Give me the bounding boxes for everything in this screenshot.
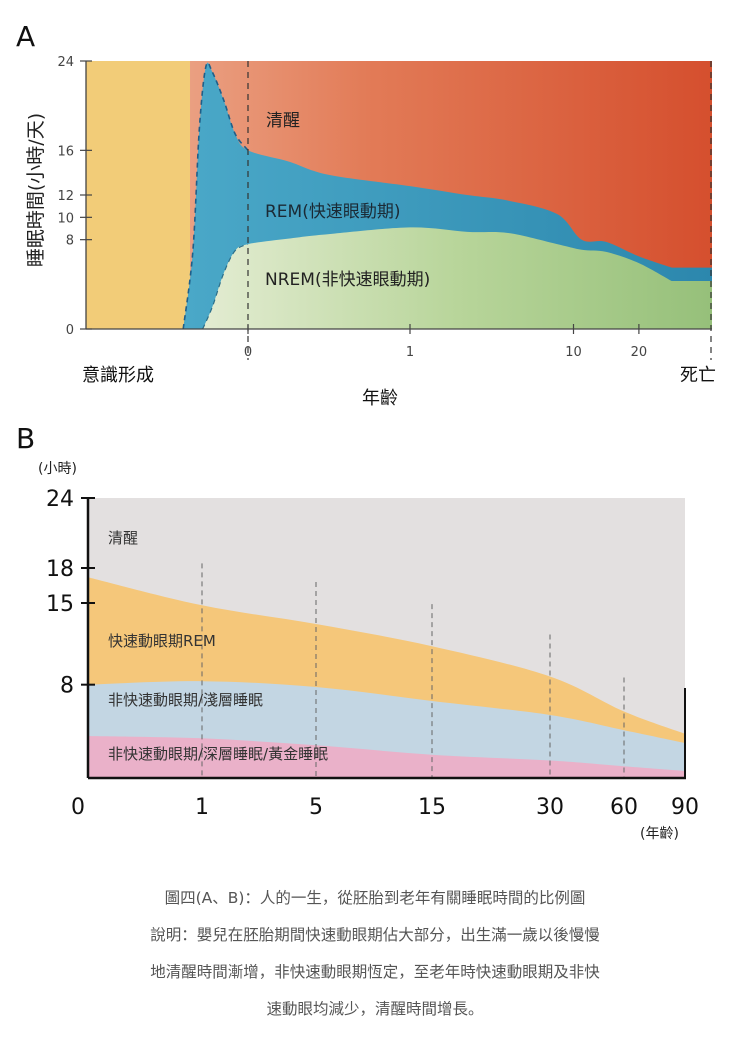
x-tick-label: 20 [631,345,648,360]
x-tick-label: 30 [536,795,564,820]
nrem-boundary [202,243,249,330]
layer-label-wake: 清醒 [266,111,300,131]
x-tick-label: 15 [418,795,446,820]
x-end-label-end: 死亡 [680,365,716,386]
layer-label-rem: 快速動眼期REM [108,632,216,650]
layer-label-nrem: NREM(非快速眼動期) [265,270,430,290]
x-unit-label: (年齡) [640,826,679,842]
caption-line-2: 說明：嬰兒在胚胎期間快速動眼期佔大部分，出生滿一歲以後慢慢 [150,926,600,944]
x-tick-label: 0 [71,795,85,820]
layer-label-rem: REM(快速眼動期) [265,202,401,222]
chart-a: A 0 8 10 12 16 24 0 1 10 20 睡眠時間(小時/天) 清醒 REM(快速… [16,20,716,409]
figure-caption: 圖四(A、B)：人的一生，從胚胎到老年有關睡眠時間的比例圖 說明：嬰兒在胚胎期間… [0,880,750,1028]
y-tick-label: 15 [46,592,74,617]
caption-line-3: 地清醒時間漸增，非快速動眼期恆定，至老年時快速動眼期及非快 [150,963,600,981]
nrem-area [202,227,712,329]
pre-consciousness-region [86,61,190,329]
y-tick-label: 0 [66,323,74,338]
age-reference-lines [201,563,625,778]
panel-label-b: B [16,422,35,455]
x-tick-label: 10 [565,345,582,360]
deep-sleep-area [88,736,685,778]
x-ticks: 0 1 10 20 [244,324,647,360]
x-end-label-start: 意識形成 [82,365,154,386]
panel-label-a: A [16,20,35,53]
y-ticks: 0 8 10 12 16 24 [57,55,92,338]
x-tick-label: 5 [309,795,323,820]
y-tick-label: 12 [57,189,74,204]
y-tick-label: 24 [57,55,74,70]
y-tick-label: 24 [46,487,74,512]
y-unit-label: (小時) [38,461,77,477]
caption-line-4: 速動眼均減少，清醒時間增長。 [266,1000,484,1018]
y-tick-label: 18 [46,557,74,582]
y-ticks: 24 18 15 8 [46,487,95,699]
x-tick-label: 1 [406,345,414,360]
x-tick-label: 1 [195,795,209,820]
x-ticks: 0 1 5 15 30 60 90 [71,795,699,820]
x-tick-label: 60 [610,795,638,820]
x-axis-label: 年齡 [362,388,398,409]
y-tick-label: 8 [60,674,74,699]
layer-label-deep-sleep: 非快速動眼期/深層睡眠/黃金睡眠 [108,745,328,763]
x-tick-label: 90 [671,795,699,820]
y-tick-label: 16 [57,144,74,159]
y-axis-label: 睡眠時間(小時/天) [25,113,47,267]
layer-label-wake: 清醒 [108,529,138,547]
y-tick-label: 10 [57,211,74,226]
y-tick-label: 8 [66,234,74,249]
x-tick-label: 0 [244,345,252,360]
total-sleep-boundary [182,61,249,330]
layer-label-light-sleep: 非快速動眼期/淺層睡眠 [108,691,263,709]
caption-line-1: 圖四(A、B)：人的一生，從胚胎到老年有關睡眠時間的比例圖 [164,889,586,907]
